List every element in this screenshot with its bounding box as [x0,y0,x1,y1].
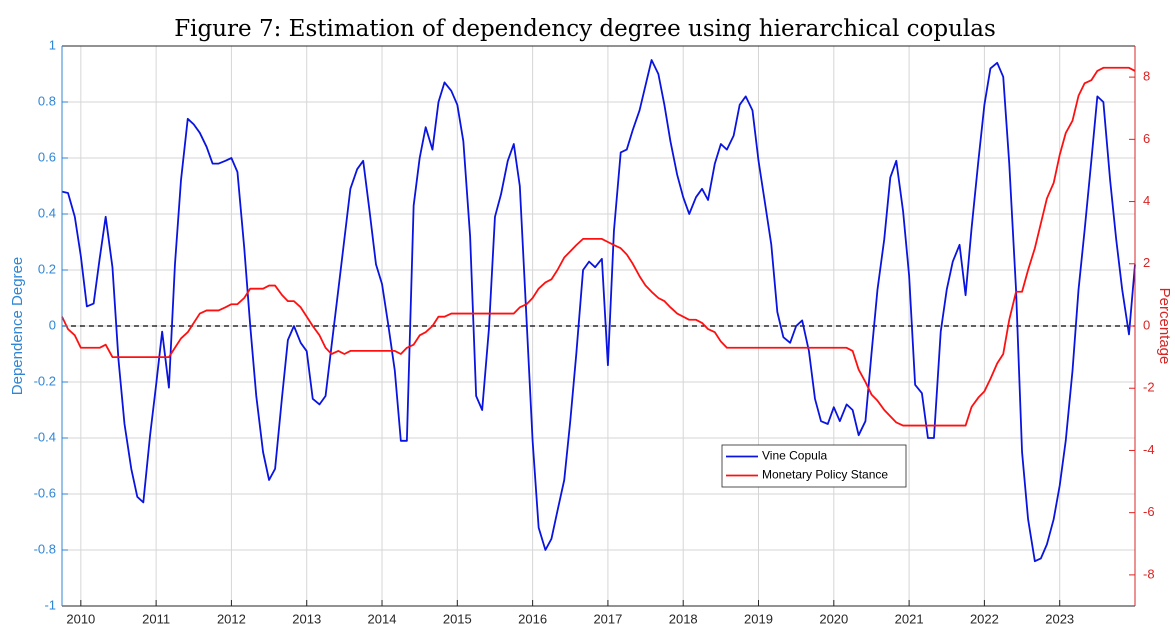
x-tick-label: 2011 [142,611,170,626]
legend: Vine Copula Monetary Policy Stance [721,444,907,488]
y-tick-label: -0.6 [34,485,56,500]
legend-label: Monetary Policy Stance [762,468,888,482]
axes: 2010 2011 2012 2013 2014 2015 2016 2017 2018 2019… [9,37,1173,626]
y-tick-label: -0.4 [34,429,56,444]
y-tick-label: 0.6 [38,149,56,164]
x-tick-label: 2016 [518,611,547,626]
plot-lines [61,59,1136,563]
legend-box [721,444,907,488]
y2-tick-label: 0 [1143,317,1150,332]
y-tick-label: 0.8 [38,93,56,108]
series-line [61,66,1136,427]
y-tick-label: 0.2 [38,261,56,276]
x-tick-label: 2012 [217,611,246,626]
y2-tick-label: 8 [1143,69,1150,84]
y-tick-label: -1 [44,597,56,612]
grid [62,45,1135,607]
y-tick-label: -0.2 [34,373,56,388]
x-tick-label: 2022 [970,611,999,626]
x-tick-label: 2023 [1045,611,1074,626]
x-tick-label: 2020 [819,611,848,626]
y2-tick-label: 4 [1143,193,1150,208]
y-tick-label: 1 [49,37,56,52]
y2-tick-label: 2 [1143,255,1150,270]
y2-tick-label: -6 [1143,504,1155,519]
x-tick-label: 2017 [593,611,622,626]
x-tick-label: 2010 [66,611,95,626]
x-tick-label: 2015 [443,611,472,626]
y2-tick-label: -2 [1143,380,1155,395]
y2-tick-label: -8 [1143,566,1155,581]
y2-axis-label: Percentage [1156,288,1173,365]
series-line [61,59,1136,563]
legend-label: Vine Copula [762,449,827,463]
x-tick-label: 2019 [744,611,773,626]
y-tick-label: -0.8 [34,541,56,556]
y2-tick-label: 6 [1143,131,1150,146]
y-tick-label: 0 [49,317,56,332]
x-tick-label: 2014 [368,611,397,626]
chart-title: Figure 7: Estimation of dependency degre… [174,16,996,42]
x-tick-label: 2021 [895,611,924,626]
y2-tick-label: -4 [1143,442,1155,457]
x-tick-label: 2013 [292,611,321,626]
x-tick-label: 2018 [669,611,698,626]
y-axis-label: Dependence Degree [9,257,26,395]
y-tick-label: 0.4 [38,205,56,220]
